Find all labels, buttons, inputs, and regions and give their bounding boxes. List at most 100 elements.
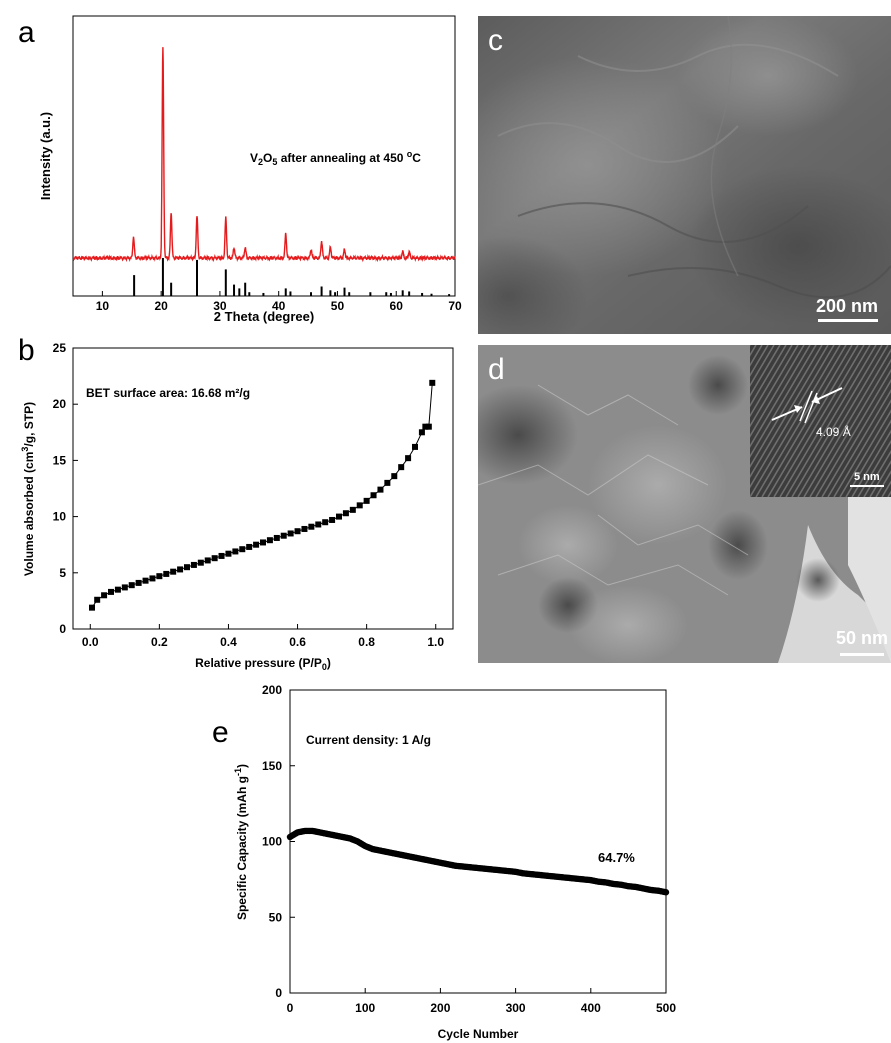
isotherm-point-9 <box>149 575 156 582</box>
isotherm-points <box>89 379 436 611</box>
isotherm-point-11 <box>163 570 170 577</box>
isotherm-point-22 <box>239 546 246 553</box>
panel-e-annotation: Current density: 1 A/g <box>306 733 431 747</box>
b-x-tick-label-4: 0.8 <box>358 635 375 649</box>
isotherm-point-25 <box>260 539 266 546</box>
sem-scale-label: 200 nm <box>816 296 879 316</box>
panel-a-y-axis-label: Intensity (a.u.) <box>38 112 53 200</box>
isotherm-point-19 <box>218 552 225 559</box>
panel-e-cycling: 0 100 200 300 400 500 0 50 100 150 200 Cycle Numb… <box>233 683 676 1041</box>
isotherm-point-23 <box>246 543 253 550</box>
panel-b-frame <box>72 347 454 630</box>
isotherm-point-4 <box>114 586 121 593</box>
isotherm-point-42 <box>377 486 384 493</box>
tem-scale-label: 50 nm <box>836 628 889 648</box>
isotherm-point-13 <box>177 566 184 573</box>
isotherm-point-3 <box>108 588 114 595</box>
b-y-tick-label-1: 5 <box>59 566 66 580</box>
panel-a-annotation: V2O5 after annealing at 450 oC <box>250 149 421 167</box>
panel-a-x-axis-label: 2 Theta (degree) <box>214 309 314 324</box>
panel-b-annotation: BET surface area: 16.68 m²/g <box>86 386 250 400</box>
panel-label-a: a <box>18 16 35 49</box>
panel-e-x-axis-label: Cycle Number <box>438 1027 519 1041</box>
isotherm-point-50 <box>425 423 432 430</box>
inset-scale-label: 5 nm <box>854 471 880 483</box>
a-x-tick-label-3: 40 <box>272 299 286 313</box>
e-y-tick-label-2: 100 <box>262 835 282 849</box>
panel-b-x-ticks: 0.0 0.2 0.4 0.6 0.8 1.0 <box>82 624 444 649</box>
isotherm-point-18 <box>211 555 218 562</box>
panel-b-y-axis-label: Volume absorbed (cm3/g, STP) <box>20 402 36 576</box>
panel-e-x-ticks: 0 100 200 300 400 500 <box>287 988 676 1015</box>
isotherm-point-34 <box>322 519 329 526</box>
b-y-tick-label-3: 15 <box>53 453 67 467</box>
e-x-tick-label-1: 100 <box>355 1001 375 1015</box>
isotherm-point-40 <box>363 497 370 504</box>
e-y-tick-label-1: 50 <box>269 910 283 924</box>
isotherm-point-47 <box>412 443 418 450</box>
panel-b-bet: 0.0 0.2 0.4 0.6 0.8 1.0 0 5 10 15 20 25 Relative p… <box>20 341 454 672</box>
b-x-tick-label-3: 0.6 <box>289 635 306 649</box>
b-y-tick-label-2: 10 <box>53 510 67 524</box>
a-x-tick-label-0: 10 <box>96 299 110 313</box>
isotherm-point-36 <box>336 513 342 520</box>
isotherm-point-0 <box>89 604 95 611</box>
b-x-tick-label-5: 1.0 <box>427 635 444 649</box>
b-y-tick-label-4: 20 <box>53 397 67 411</box>
e-x-tick-label-0: 0 <box>287 1001 294 1015</box>
fringe-lines <box>750 345 891 497</box>
e-x-tick-label-2: 200 <box>430 1001 450 1015</box>
capacity-points <box>286 827 670 896</box>
sem-image: c 200 nm <box>478 16 891 334</box>
lattice-spacing-label: 4.09 Å <box>816 425 851 439</box>
xrd-pattern-line <box>72 47 456 263</box>
isotherm-point-41 <box>370 492 377 499</box>
panel-label-e: e <box>212 716 229 749</box>
isotherm-point-12 <box>170 568 177 575</box>
isotherm-point-26 <box>266 537 273 544</box>
capacity-point-50 <box>662 889 670 896</box>
isotherm-point-33 <box>315 521 322 528</box>
isotherm-point-10 <box>156 573 163 580</box>
isotherm-point-39 <box>356 502 363 509</box>
isotherm-point-45 <box>398 464 405 471</box>
isotherm-point-48 <box>418 429 425 436</box>
sem-scale-bar <box>818 319 878 322</box>
retention-label: 64.7% <box>598 850 635 865</box>
isotherm-point-15 <box>190 561 197 568</box>
panel-e-y-ticks: 0 50 100 150 200 <box>262 683 295 1000</box>
a-x-tick-label-5: 60 <box>390 299 404 313</box>
b-x-tick-label-1: 0.2 <box>151 635 168 649</box>
isotherm-point-2 <box>101 592 108 599</box>
panel-a-xrd: 10 20 30 40 50 60 70 2 Theta (degree) Intensit… <box>38 15 462 324</box>
isotherm-point-21 <box>232 548 239 555</box>
panel-label-c: c <box>488 24 503 57</box>
isotherm-point-16 <box>197 559 204 566</box>
isotherm-point-32 <box>308 523 315 530</box>
isotherm-point-27 <box>273 534 280 541</box>
isotherm-point-38 <box>349 506 356 513</box>
panel-b-y-ticks: 0 5 10 15 20 25 <box>53 341 78 636</box>
tem-scale-bar <box>840 653 884 656</box>
panel-b-x-axis-label: Relative pressure (P/P0) <box>195 656 331 672</box>
isotherm-point-20 <box>225 550 232 557</box>
isotherm-point-6 <box>128 582 135 589</box>
isotherm-line <box>91 382 433 608</box>
isotherm-point-8 <box>142 577 149 584</box>
a-x-tick-label-4: 50 <box>331 299 345 313</box>
e-y-tick-label-4: 200 <box>262 683 282 697</box>
isotherm-point-37 <box>342 510 349 517</box>
b-y-tick-label-0: 0 <box>59 622 66 636</box>
b-x-tick-label-2: 0.4 <box>220 635 237 649</box>
b-x-tick-label-0: 0.0 <box>82 635 99 649</box>
isotherm-point-14 <box>184 564 190 571</box>
isotherm-point-1 <box>94 596 101 603</box>
isotherm-point-35 <box>329 516 336 523</box>
hrtem-inset: 4.09 Å 5 nm <box>750 345 891 497</box>
isotherm-point-24 <box>253 541 260 548</box>
tem-image: 4.09 Å 5 nm d 50 nm <box>478 345 891 663</box>
isotherm-point-49 <box>422 423 429 430</box>
e-x-tick-label-3: 300 <box>506 1001 526 1015</box>
a-x-tick-label-6: 70 <box>448 299 462 313</box>
